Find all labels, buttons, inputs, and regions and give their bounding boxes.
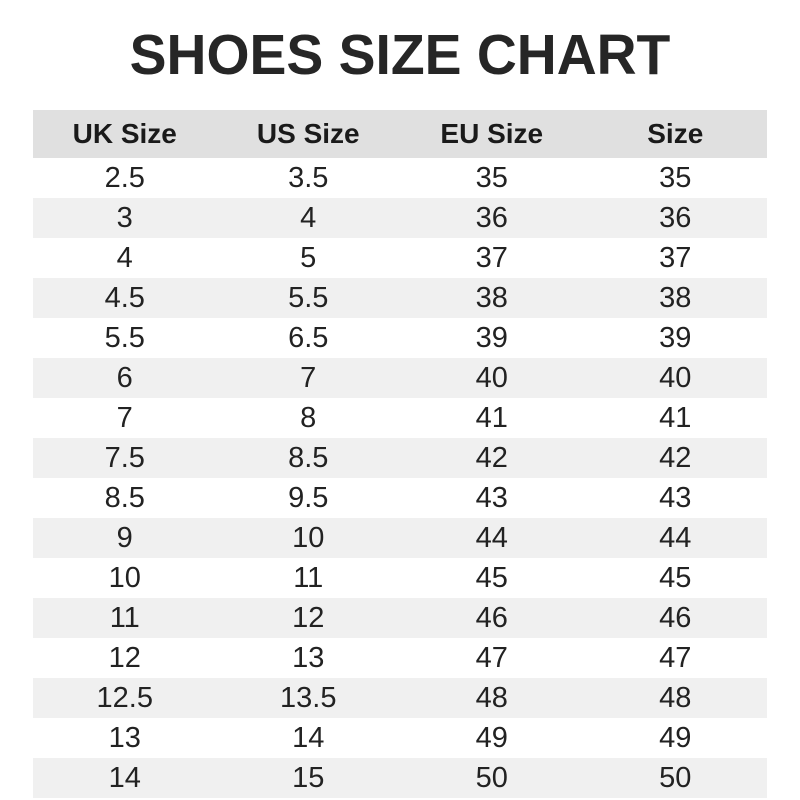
table-cell: 45 (659, 561, 692, 594)
table-row: 9 10 44 44 (33, 518, 767, 558)
table-cell: 8 (300, 401, 317, 434)
table-row: 11 12 46 46 (33, 598, 767, 638)
table-cell: 4.5 (104, 281, 145, 314)
table-row: 12.5 13.5 48 48 (33, 678, 767, 718)
table-cell: 5.5 (288, 281, 329, 314)
table-row: 4 5 37 37 (33, 238, 767, 278)
table-cell: 41 (659, 401, 692, 434)
table-cell: 15 (292, 761, 325, 794)
table-cell: 38 (475, 281, 508, 314)
table-row: 5.5 6.5 39 39 (33, 318, 767, 358)
table-cell: 39 (659, 321, 692, 354)
table-cell: 13.5 (280, 681, 337, 714)
table-cell: 5 (300, 241, 317, 274)
table-head: UK Size US Size EU Size Size (33, 110, 767, 158)
table-cell: 10 (108, 561, 141, 594)
table-cell: 49 (475, 721, 508, 754)
table-cell: 9 (116, 521, 133, 554)
table-cell: 40 (475, 361, 508, 394)
table-cell: 39 (475, 321, 508, 354)
page-title: SHOES SIZE CHART (129, 23, 671, 87)
table-cell: 37 (475, 241, 508, 274)
table-row: 6 7 40 40 (33, 358, 767, 398)
table-cell: 45 (475, 561, 508, 594)
table-cell: 50 (659, 761, 692, 794)
table-cell: 12 (292, 601, 325, 634)
table-row: 8.5 9.5 43 43 (33, 478, 767, 518)
table-cell: 44 (475, 521, 508, 554)
column-header: EU Size (440, 118, 544, 149)
table-cell: 8.5 (104, 481, 145, 514)
table-cell: 36 (475, 201, 508, 234)
table-cell: 44 (659, 521, 692, 554)
table-cell: 46 (475, 601, 508, 634)
table-cell: 4 (116, 241, 133, 274)
table-cell: 9.5 (288, 481, 329, 514)
table-cell: 38 (659, 281, 692, 314)
table-row: 3 4 36 36 (33, 198, 767, 238)
table-cell: 48 (659, 681, 692, 714)
table-cell: 37 (659, 241, 692, 274)
table-cell: 49 (659, 721, 692, 754)
table-cell: 46 (659, 601, 692, 634)
table-cell: 2.5 (104, 161, 145, 194)
table-cell: 43 (475, 481, 508, 514)
table-cell: 7 (300, 361, 317, 394)
column-header: US Size (256, 118, 360, 149)
table-cell: 42 (659, 441, 692, 474)
table-header-row: UK Size US Size EU Size Size (33, 110, 767, 158)
table-row: 2.5 3.5 35 35 (33, 158, 767, 198)
table-cell: 6.5 (288, 321, 329, 354)
table-cell: 41 (475, 401, 508, 434)
table-cell: 35 (475, 161, 508, 194)
table-row: 7 8 41 41 (33, 398, 767, 438)
table-cell: 14 (292, 721, 325, 754)
table-cell: 6 (116, 361, 133, 394)
table-cell: 3.5 (288, 161, 329, 194)
table-row: 13 14 49 49 (33, 718, 767, 758)
table-cell: 11 (293, 561, 324, 594)
table-cell: 36 (659, 201, 692, 234)
table-cell: 5.5 (104, 321, 145, 354)
table-row: 10 11 45 45 (33, 558, 767, 598)
table-cell: 7.5 (104, 441, 145, 474)
table-cell: 13 (108, 721, 141, 754)
table-cell: 48 (475, 681, 508, 714)
table-cell: 43 (659, 481, 692, 514)
table-row: 12 13 47 47 (33, 638, 767, 678)
table-cell: 12.5 (96, 681, 153, 714)
table-cell: 47 (475, 641, 508, 674)
table-row: 4.5 5.5 38 38 (33, 278, 767, 318)
table-body: 2.5 3.5 35 35 3 4 36 36 4 5 37 37 4.5 5.5 38 38 5.5 6.5 39… (33, 158, 767, 798)
table-row: 7.5 8.5 42 42 (33, 438, 767, 478)
table-cell: 42 (475, 441, 508, 474)
size-chart-table: UK Size US Size EU Size Size 2.5 3.5 35 35 3 4 36… (33, 110, 767, 798)
table-cell: 50 (475, 761, 508, 794)
table-cell: 4 (300, 201, 317, 234)
table-row: 14 15 50 50 (33, 758, 767, 798)
column-header: UK Size (72, 118, 177, 149)
table-cell: 3 (116, 201, 133, 234)
table-cell: 8.5 (288, 441, 329, 474)
table-cell: 13 (292, 641, 325, 674)
column-header: Size (647, 118, 704, 149)
table-cell: 35 (659, 161, 692, 194)
table-cell: 11 (109, 601, 140, 634)
table-cell: 40 (659, 361, 692, 394)
table-cell: 47 (659, 641, 692, 674)
table-cell: 12 (108, 641, 141, 674)
table-cell: 7 (116, 401, 133, 434)
table-cell: 14 (108, 761, 141, 794)
table-cell: 10 (292, 521, 325, 554)
